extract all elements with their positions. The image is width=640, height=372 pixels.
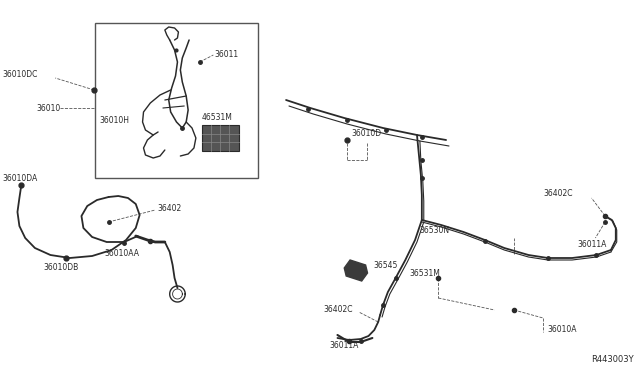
Text: 36010H: 36010H bbox=[100, 115, 130, 125]
Text: 36402: 36402 bbox=[157, 203, 181, 212]
Text: 46531M: 46531M bbox=[202, 113, 232, 122]
Text: 36010AA: 36010AA bbox=[105, 250, 140, 259]
Bar bbox=[95, 23, 258, 178]
Text: 36402C: 36402C bbox=[323, 305, 353, 314]
Text: 36010A: 36010A bbox=[548, 326, 577, 334]
Text: 36531M: 36531M bbox=[409, 269, 440, 278]
Text: 36010DC: 36010DC bbox=[2, 70, 37, 78]
Text: 36011: 36011 bbox=[214, 49, 239, 58]
Text: 36011A: 36011A bbox=[577, 240, 606, 248]
Bar bbox=[202, 125, 239, 151]
Text: 36010DA: 36010DA bbox=[2, 173, 37, 183]
Text: 36545: 36545 bbox=[373, 260, 397, 269]
Polygon shape bbox=[344, 260, 367, 281]
Text: R443003Y: R443003Y bbox=[591, 356, 634, 365]
Text: 36402C: 36402C bbox=[543, 189, 573, 198]
Text: 36010: 36010 bbox=[37, 103, 61, 112]
Text: 36011A: 36011A bbox=[330, 340, 359, 350]
Text: 36010DB: 36010DB bbox=[44, 263, 79, 273]
Text: 36530N: 36530N bbox=[419, 225, 449, 234]
Text: 36010D: 36010D bbox=[351, 128, 381, 138]
